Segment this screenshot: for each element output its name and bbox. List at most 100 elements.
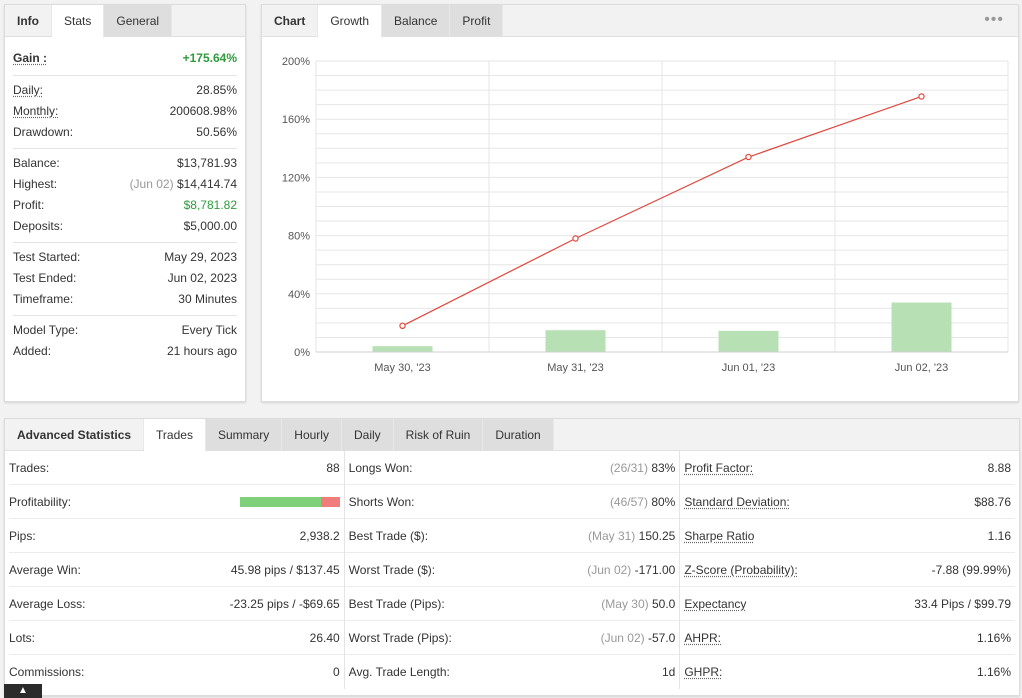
stat-row-lots: Lots: 26.40 xyxy=(9,621,344,655)
stat-row-best-trade-pips: Best Trade (Pips): (May 30) 50.0 xyxy=(344,587,680,621)
highest-row: Highest: (Jun 02) $14,414.74 xyxy=(13,173,237,194)
tab-duration[interactable]: Duration xyxy=(483,419,554,450)
stat-row-pips: Pips: 2,938.2 xyxy=(9,519,344,553)
stat-label[interactable]: Z-Score (Probability): xyxy=(684,562,798,577)
stat-row-shorts-won: Shorts Won: (46/57) 80% xyxy=(344,485,680,519)
growth-line xyxy=(402,95,922,327)
added-value: 21 hours ago xyxy=(166,343,237,358)
tab-advanced-statistics[interactable]: Advanced Statistics xyxy=(5,419,145,450)
ellipsis-icon[interactable]: ••• xyxy=(984,11,1004,28)
profit-value: $8,781.82 xyxy=(183,197,237,212)
timeframe-label: Timeframe: xyxy=(13,291,74,306)
stat-row-profitability: Profitability: xyxy=(9,485,344,519)
stat-label[interactable]: Standard Deviation: xyxy=(684,494,790,509)
profit-row: Profit: $8,781.82 xyxy=(13,194,237,215)
stat-label: Lots: xyxy=(9,630,36,645)
stat-row-commissions: Commissions: 0 xyxy=(9,655,344,689)
stat-value: 33.4 Pips / $99.79 xyxy=(914,596,1012,611)
tab-info[interactable]: Info xyxy=(5,5,52,36)
monthly-label[interactable]: Monthly: xyxy=(13,103,59,118)
stat-label[interactable]: AHPR: xyxy=(684,630,722,645)
stat-value: 1.16% xyxy=(976,630,1012,645)
monthly-value: 200608.98% xyxy=(169,103,237,118)
stat-label[interactable]: Expectancy xyxy=(684,596,747,611)
tab-daily[interactable]: Daily xyxy=(341,419,394,450)
stat-label: Best Trade (Pips): xyxy=(348,596,445,611)
tab-general[interactable]: General xyxy=(104,5,173,36)
y-tick-label: 120% xyxy=(282,172,310,184)
highest-date: (Jun 02) xyxy=(129,176,174,191)
drawdown-value: 50.56% xyxy=(196,124,237,139)
growth-point xyxy=(572,235,579,242)
stat-label: Pips: xyxy=(9,528,36,543)
tab-profit[interactable]: Profit xyxy=(450,5,504,36)
stat-value: 80% xyxy=(651,494,676,509)
stat-row-average-win: Average Win: 45.98 pips / $137.45 xyxy=(9,553,344,587)
timeframe-value: 30 Minutes xyxy=(178,291,237,306)
highest-label: Highest: xyxy=(13,176,58,191)
growth-point xyxy=(745,153,752,161)
deposits-value: $5,000.00 xyxy=(183,218,237,233)
tab-hourly[interactable]: Hourly xyxy=(282,419,342,450)
stat-value-wrap: (May 30) 50.0 xyxy=(601,597,675,611)
stat-value: 50.0 xyxy=(651,596,676,611)
tab-trades[interactable]: Trades xyxy=(144,419,206,452)
balance-row: Balance: $13,781.93 xyxy=(13,152,237,173)
stat-label: Average Loss: xyxy=(9,596,86,611)
deposits-label: Deposits: xyxy=(13,218,64,233)
tab-stats[interactable]: Stats xyxy=(52,5,105,38)
stat-date: (Jun 02) xyxy=(587,562,632,577)
stat-value: -171.00 xyxy=(634,562,676,577)
stat-value: 2,938.2 xyxy=(299,528,340,543)
stat-date: (26/31) xyxy=(609,460,648,475)
stat-date: (May 30) xyxy=(601,596,649,611)
stat-label[interactable]: GHPR: xyxy=(684,665,723,679)
x-tick-label: May 30, '23 xyxy=(374,362,431,374)
daily-label[interactable]: Daily: xyxy=(13,82,44,97)
stat-value: -7.88 (99.99%) xyxy=(931,562,1012,577)
highest-value-wrap: (Jun 02) $14,414.74 xyxy=(130,177,237,191)
stat-value: 83% xyxy=(651,460,676,475)
stat-value: 0 xyxy=(332,665,340,679)
tab-summary[interactable]: Summary xyxy=(205,419,283,450)
stat-value-wrap: (May 31) 150.25 xyxy=(588,529,675,543)
tab-growth[interactable]: Growth xyxy=(318,5,383,38)
chart-tabs: Chart Growth Balance Profit xyxy=(262,5,1018,38)
growth-bar xyxy=(718,330,779,352)
stat-value-wrap: 1d xyxy=(662,665,675,679)
daily-row: Daily: 28.85% xyxy=(13,79,237,100)
timeframe-row: Timeframe: 30 Minutes xyxy=(13,288,237,309)
stat-label[interactable]: Profit Factor: xyxy=(684,460,754,475)
profit-label: Profit: xyxy=(13,197,45,212)
stat-row-best-trade: Best Trade ($): (May 31) 150.25 xyxy=(344,519,680,553)
stat-value: 1.16 xyxy=(987,528,1012,543)
drawdown-label: Drawdown: xyxy=(13,124,74,139)
highest-value: $14,414.74 xyxy=(176,176,237,191)
monthly-row: Monthly: 200608.98% xyxy=(13,100,237,121)
stats-column-2: Longs Won: (26/31) 83% Shorts Won: (46/57) … xyxy=(344,451,681,689)
stat-row-avg-trade-length: Avg. Trade Length: 1d xyxy=(345,655,680,689)
gain-label[interactable]: Gain : xyxy=(13,51,48,65)
stat-value-wrap: (Jun 02) -57.0 xyxy=(601,631,676,645)
y-tick-label: 160% xyxy=(282,114,310,126)
stat-value-wrap: (46/57) 80% xyxy=(610,495,675,509)
profitability-loss-fill xyxy=(320,496,340,507)
x-tick-label: Jun 02, '23 xyxy=(895,362,948,374)
stats-panel: Info Stats General Gain : +175.64% Daily… xyxy=(4,4,246,402)
stat-row-trades: Trades: 88 xyxy=(9,451,344,485)
tab-chart[interactable]: Chart xyxy=(262,5,319,36)
stat-value-wrap: (Jun 02) -171.00 xyxy=(587,563,675,577)
stats-column-3: Profit Factor: 8.88 Standard Deviation: $88… xyxy=(680,451,1016,689)
stat-label[interactable]: Sharpe Ratio xyxy=(684,528,755,543)
stat-label: Worst Trade (Pips): xyxy=(348,630,452,645)
advanced-tabs: Advanced Statistics Trades Summary Hourl… xyxy=(5,419,1019,452)
growth-bar xyxy=(372,346,433,352)
tab-balance[interactable]: Balance xyxy=(382,5,451,36)
model-type-row: Model Type: Every Tick xyxy=(13,319,237,340)
chevron-up-icon[interactable]: ▲ xyxy=(4,684,42,698)
stat-label: Commissions: xyxy=(9,665,85,679)
stat-label: Best Trade ($): xyxy=(348,528,429,543)
tab-risk-of-ruin[interactable]: Risk of Ruin xyxy=(393,419,484,450)
stat-value: 88 xyxy=(326,460,340,475)
stat-row-sharpe-ratio: Sharpe Ratio 1.16 xyxy=(680,519,1016,553)
